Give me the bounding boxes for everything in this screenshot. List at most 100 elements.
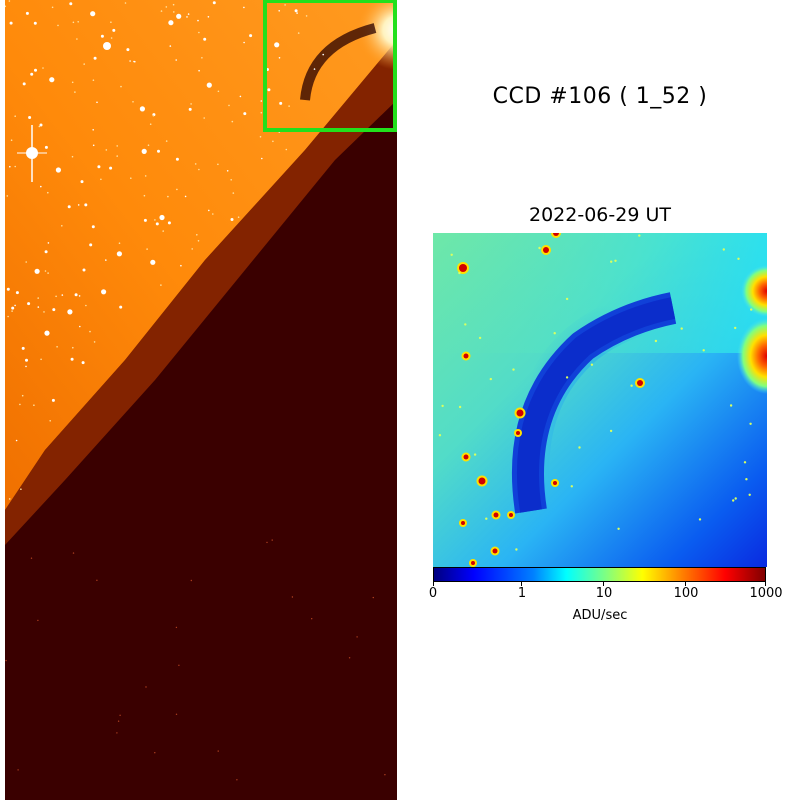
star-core (516, 431, 520, 435)
star (230, 218, 234, 221)
colorbar-tick (685, 582, 686, 586)
star (112, 28, 116, 32)
star (749, 422, 752, 425)
star (25, 261, 28, 263)
star (25, 11, 29, 15)
star (149, 123, 152, 125)
star (141, 148, 147, 154)
star (74, 91, 76, 93)
star (93, 56, 97, 60)
colorbar-tick (603, 582, 604, 586)
star (146, 248, 148, 250)
star (132, 101, 134, 103)
star (297, 32, 300, 34)
star (372, 596, 374, 599)
star (609, 429, 613, 433)
star (37, 619, 39, 622)
star (15, 439, 18, 442)
star (44, 250, 48, 254)
star-core (463, 353, 469, 359)
star (734, 326, 737, 330)
star (384, 774, 386, 776)
star (196, 234, 198, 236)
star (478, 336, 482, 340)
star (21, 346, 25, 350)
star (34, 68, 37, 72)
star (49, 77, 55, 83)
star (291, 596, 294, 598)
colorbar-tick (765, 582, 766, 586)
star (19, 403, 21, 406)
star (162, 230, 164, 232)
star (20, 488, 22, 491)
star (61, 294, 64, 296)
star (160, 10, 163, 12)
star (61, 225, 63, 227)
star (212, 1, 216, 5)
star (348, 657, 351, 659)
star (217, 163, 219, 166)
star (296, 12, 298, 14)
star (100, 34, 104, 38)
star (630, 384, 633, 387)
colorbar-tick-label: 10 (595, 586, 613, 601)
star (30, 72, 34, 76)
star (44, 145, 48, 149)
star (458, 405, 462, 409)
colorbar-tick-label: 100 (673, 586, 699, 601)
star (8, 498, 11, 500)
star (33, 21, 37, 25)
star-core (493, 512, 499, 518)
star (42, 67, 44, 69)
star (180, 264, 182, 267)
star (52, 308, 56, 312)
star (578, 446, 581, 449)
star (167, 195, 169, 198)
star (165, 6, 168, 8)
colorbar-label: ADU/sec (572, 608, 628, 623)
star (124, 2, 127, 4)
star (71, 155, 74, 158)
star (485, 517, 488, 520)
star (228, 104, 230, 107)
star (14, 115, 16, 117)
star-core (492, 548, 498, 554)
star (260, 100, 263, 102)
star (198, 69, 200, 72)
star (152, 114, 155, 117)
star (70, 357, 74, 361)
star (30, 557, 33, 559)
star (17, 769, 19, 771)
star (285, 148, 288, 151)
star (748, 493, 751, 496)
star (7, 315, 9, 318)
star (267, 88, 271, 92)
star (208, 209, 210, 212)
star (15, 291, 19, 295)
star-core (471, 561, 475, 565)
star (191, 248, 193, 250)
star (729, 404, 733, 407)
star (126, 48, 130, 52)
star (116, 155, 118, 157)
star (101, 289, 107, 295)
star (473, 453, 477, 456)
star (570, 485, 573, 488)
star-field (5, 0, 386, 781)
star (40, 358, 42, 361)
star (217, 90, 220, 93)
star (565, 376, 569, 379)
star (130, 177, 132, 179)
star (8, 0, 11, 2)
star-core (553, 481, 557, 485)
star (176, 188, 178, 191)
star (237, 216, 240, 218)
star (590, 363, 594, 366)
star (56, 346, 58, 348)
star (226, 170, 229, 172)
star (190, 103, 192, 105)
star (82, 268, 86, 272)
star (249, 34, 253, 38)
star (72, 552, 75, 554)
star (610, 260, 613, 263)
